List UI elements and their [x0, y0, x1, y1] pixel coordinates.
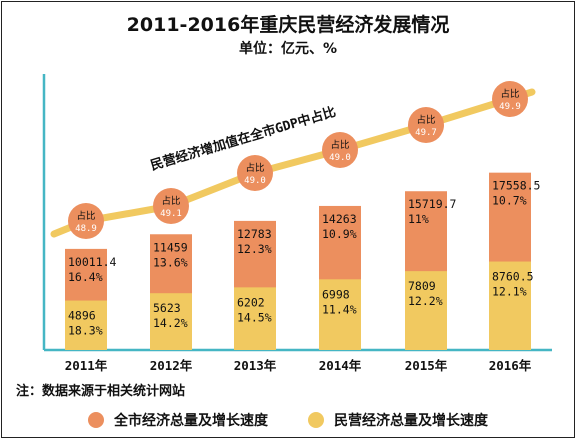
label-total-growth: 12.3%	[237, 242, 272, 256]
label-private-growth: 14.5%	[237, 310, 272, 324]
bar-private	[65, 300, 107, 350]
legend-swatch-private	[308, 412, 324, 428]
legend-label-private: 民营经济总量及增长速度	[334, 413, 488, 429]
chart-title: 2011-2016年重庆民营经济发展情况	[126, 14, 450, 36]
label-private-growth: 11.4%	[322, 302, 357, 316]
share-bubble-label: 占比	[330, 139, 349, 151]
label-total-value: 15719.7	[408, 197, 457, 211]
share-bubble	[153, 188, 189, 224]
legend-label-total: 全市经济总量及增长速度	[114, 413, 268, 429]
share-bubble-label: 占比	[245, 162, 264, 174]
legend-item-total: 全市经济总量及增长速度	[88, 410, 268, 430]
label-total-growth: 10.7%	[492, 194, 527, 208]
x-tick-label: 2013年	[234, 358, 277, 373]
legend-item-private: 民营经济总量及增长速度	[308, 410, 488, 430]
share-bubble-label: 占比	[76, 210, 95, 222]
label-total-value: 10011.4	[68, 255, 117, 269]
share-bubble-value: 48.9	[75, 224, 97, 234]
share-bubble-label: 占比	[416, 114, 435, 126]
share-bubble-value: 49.7	[415, 128, 437, 138]
label-total-growth: 13.6%	[153, 255, 188, 269]
label-private-value: 5623	[153, 301, 181, 315]
share-bubble	[68, 203, 104, 239]
bar-private	[234, 287, 276, 350]
x-tick-label: 2014年	[319, 358, 362, 373]
share-bubble-value: 49.1	[160, 209, 182, 219]
share-bubble	[322, 132, 358, 168]
bar-private	[405, 271, 447, 350]
share-bubble-value: 49.9	[499, 102, 521, 112]
label-private-growth: 12.2%	[408, 294, 443, 308]
label-private-value: 6998	[322, 287, 350, 301]
share-bubble-value: 49.0	[244, 176, 266, 186]
label-private-growth: 18.3%	[68, 324, 103, 338]
share-bubble-value: 49.0	[329, 153, 351, 163]
x-tick-label: 2012年	[150, 358, 193, 373]
share-line	[50, 88, 536, 238]
x-tick-label: 2015年	[405, 358, 448, 373]
share-bubble	[492, 81, 528, 117]
label-private-value: 7809	[408, 279, 436, 293]
source-note: 注：数据来源于相关统计网站	[16, 384, 186, 399]
label-private-value: 8760.5	[492, 270, 534, 284]
label-total-value: 12783	[237, 227, 272, 241]
x-tick-label: 2011年	[65, 358, 108, 373]
bar-private	[150, 293, 192, 350]
legend: 全市经济总量及增长速度 民营经济总量及增长速度	[2, 410, 574, 430]
bar-private	[489, 261, 531, 350]
label-private-value: 6202	[237, 295, 265, 309]
label-private-growth: 14.2%	[153, 316, 188, 330]
bar-private	[319, 279, 361, 350]
x-tick-label: 2016年	[489, 358, 532, 373]
label-total-growth: 11%	[408, 212, 429, 226]
label-total-value: 14263	[322, 212, 357, 226]
label-private-growth: 12.1%	[492, 285, 527, 299]
label-total-growth: 10.9%	[322, 227, 357, 241]
share-bubble-label: 占比	[500, 88, 519, 100]
label-total-growth: 16.4%	[68, 270, 103, 284]
label-total-value: 11459	[153, 240, 188, 254]
label-total-value: 17558.5	[492, 179, 540, 193]
share-bubble-label: 占比	[161, 195, 180, 207]
label-private-value: 4896	[68, 309, 96, 323]
share-bubble	[408, 107, 444, 143]
legend-swatch-total	[88, 412, 104, 428]
chart-subtitle: 单位：亿元、%	[238, 41, 338, 57]
share-bubble	[237, 155, 273, 191]
